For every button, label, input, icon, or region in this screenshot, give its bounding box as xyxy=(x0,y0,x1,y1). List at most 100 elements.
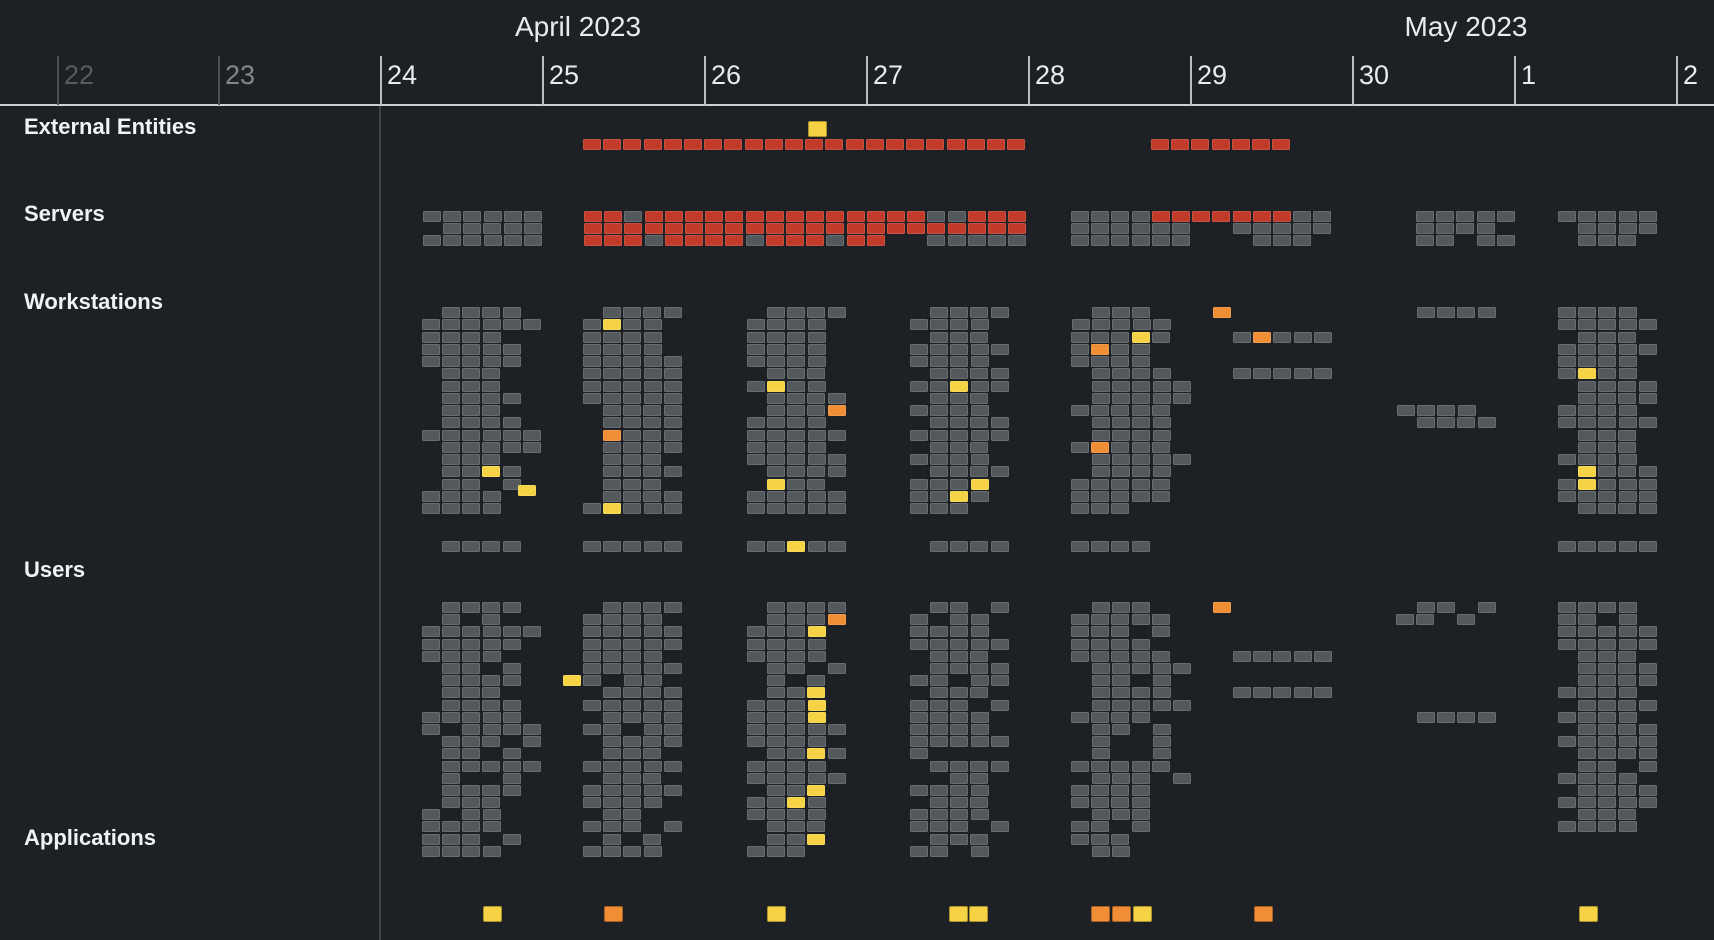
event-cell[interactable] xyxy=(1131,356,1150,367)
event-cell[interactable] xyxy=(827,393,846,404)
event-cell[interactable] xyxy=(866,235,885,246)
event-cell[interactable] xyxy=(926,139,945,150)
event-cell[interactable] xyxy=(1071,223,1089,234)
event-cell[interactable] xyxy=(1558,356,1576,367)
event-cell[interactable] xyxy=(1558,687,1576,698)
event-cell[interactable] xyxy=(1132,602,1151,613)
event-cell[interactable] xyxy=(482,724,501,735)
event-cell[interactable] xyxy=(482,651,501,662)
event-cell[interactable] xyxy=(767,700,786,711)
event-cell[interactable] xyxy=(623,466,642,477)
event-cell[interactable] xyxy=(705,235,724,246)
event-cell[interactable] xyxy=(970,368,989,379)
event-cell[interactable] xyxy=(747,454,765,465)
event-cell[interactable] xyxy=(462,821,481,832)
event-cell[interactable] xyxy=(910,846,928,857)
event-marker[interactable] xyxy=(767,906,786,922)
event-cell[interactable] xyxy=(767,541,786,552)
event-cell[interactable] xyxy=(725,223,744,234)
event-cell[interactable] xyxy=(1618,639,1637,650)
event-cell[interactable] xyxy=(1558,417,1576,428)
event-cell[interactable] xyxy=(947,211,966,222)
event-cell[interactable] xyxy=(1111,332,1130,343)
event-cell[interactable] xyxy=(1456,614,1475,625)
event-cell[interactable] xyxy=(583,626,601,637)
event-cell[interactable] xyxy=(442,761,460,772)
event-cell[interactable] xyxy=(745,223,764,234)
event-cell[interactable] xyxy=(1436,235,1455,246)
event-cell[interactable] xyxy=(462,602,481,613)
event-cell[interactable] xyxy=(807,503,826,514)
event-cell[interactable] xyxy=(950,417,969,428)
event-cell[interactable] xyxy=(603,307,621,318)
event-cell[interactable] xyxy=(1598,319,1617,330)
event-cell[interactable] xyxy=(462,344,481,355)
event-cell[interactable] xyxy=(807,602,826,613)
event-cell[interactable] xyxy=(604,223,623,234)
event-cell[interactable] xyxy=(643,736,662,747)
event-cell[interactable] xyxy=(502,602,521,613)
event-cell[interactable] xyxy=(1132,368,1151,379)
event-cell[interactable] xyxy=(950,687,969,698)
event-cell[interactable] xyxy=(442,454,460,465)
event-cell[interactable] xyxy=(1313,223,1332,234)
event-cell[interactable] xyxy=(623,541,642,552)
event-cell[interactable] xyxy=(787,614,806,625)
event-cell[interactable] xyxy=(1131,223,1150,234)
event-cell[interactable] xyxy=(1092,417,1110,428)
event-cell[interactable] xyxy=(623,687,642,698)
event-cell[interactable] xyxy=(767,319,786,330)
event-cell[interactable] xyxy=(764,139,783,150)
event-cell[interactable] xyxy=(583,368,601,379)
event-cell[interactable] xyxy=(1112,675,1131,686)
event-cell[interactable] xyxy=(502,479,521,490)
event-cell[interactable] xyxy=(1476,235,1495,246)
event-cell[interactable] xyxy=(747,491,765,502)
event-cell[interactable] xyxy=(1172,235,1190,246)
event-cell[interactable] xyxy=(807,393,826,404)
event-cell[interactable] xyxy=(807,761,826,772)
event-cell[interactable] xyxy=(623,503,642,514)
event-cell[interactable] xyxy=(1132,430,1151,441)
event-cell[interactable] xyxy=(927,223,946,234)
event-cell[interactable] xyxy=(807,417,826,428)
event-cell[interactable] xyxy=(767,809,786,820)
event-cell[interactable] xyxy=(422,834,440,845)
event-cell[interactable] xyxy=(1151,491,1170,502)
event-cell[interactable] xyxy=(950,626,969,637)
event-cell[interactable] xyxy=(685,235,703,246)
event-cell[interactable] xyxy=(442,541,460,552)
event-cell[interactable] xyxy=(1638,491,1657,502)
event-cell[interactable] xyxy=(950,761,969,772)
event-cell[interactable] xyxy=(724,139,743,150)
event-cell[interactable] xyxy=(1131,235,1150,246)
event-cell[interactable] xyxy=(930,368,948,379)
event-cell[interactable] xyxy=(583,724,601,735)
event-cell[interactable] xyxy=(787,773,806,784)
event-cell[interactable] xyxy=(747,626,765,637)
event-cell[interactable] xyxy=(1172,454,1191,465)
event-cell[interactable] xyxy=(806,235,825,246)
event-cell[interactable] xyxy=(462,332,481,343)
event-cell[interactable] xyxy=(442,417,460,428)
event-cell[interactable] xyxy=(663,700,682,711)
event-cell[interactable] xyxy=(747,712,765,723)
event-cell[interactable] xyxy=(725,235,744,246)
event-cell[interactable] xyxy=(1071,626,1089,637)
event-cell[interactable] xyxy=(1598,761,1617,772)
event-cell[interactable] xyxy=(623,821,642,832)
event-cell[interactable] xyxy=(827,307,846,318)
event-cell[interactable] xyxy=(1131,651,1150,662)
event-cell[interactable] xyxy=(970,626,989,637)
event-cell[interactable] xyxy=(1293,687,1312,698)
event-cell[interactable] xyxy=(1111,405,1130,416)
event-cell[interactable] xyxy=(787,479,806,490)
event-cell[interactable] xyxy=(1618,748,1637,759)
event-cell[interactable] xyxy=(1598,639,1617,650)
event-cell[interactable] xyxy=(806,223,825,234)
event-cell[interactable] xyxy=(747,356,765,367)
event-cell[interactable] xyxy=(1112,663,1131,674)
event-cell[interactable] xyxy=(1618,368,1637,379)
event-cell[interactable] xyxy=(1091,211,1110,222)
event-cell[interactable] xyxy=(767,846,786,857)
